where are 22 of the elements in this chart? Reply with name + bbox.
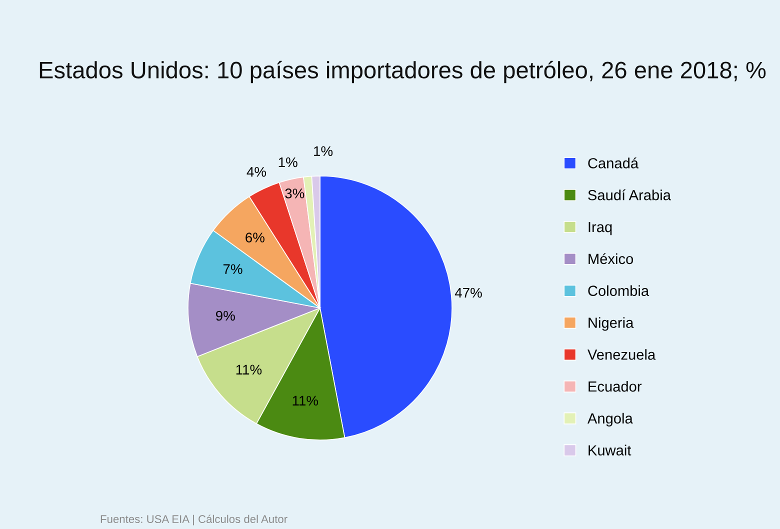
data-label: 1% [314, 146, 333, 156]
data-label: 4% [246, 166, 266, 177]
legend-label: Iraq [588, 222, 612, 236]
legend-label: Kuwait [588, 444, 632, 456]
data-label: 6% [246, 232, 264, 242]
legend-label: Saudí Arabia [588, 189, 671, 200]
data-label: 9% [216, 310, 235, 321]
legend-label: Nigeria [588, 317, 634, 331]
legend-label: México [588, 253, 634, 264]
data-label: 47% [454, 288, 482, 298]
legend-label: Ecuador [588, 380, 642, 392]
legend-label: Venezuela [588, 349, 656, 360]
data-label: 7% [223, 264, 242, 274]
legend-label: Angola [587, 412, 633, 426]
chart-title: Estados Unidos: 10 países importadores de petróleo, 26 ene 2018; % [40, 60, 766, 84]
data-label: 1% [278, 157, 298, 168]
data-label: 3% [285, 188, 304, 198]
data-label: 11% [236, 364, 262, 375]
legend-label: Colombia [588, 285, 650, 296]
data-label: 11% [292, 396, 318, 406]
source-note: Fuentes: USA EIA | Cálculos del Autor [100, 514, 288, 526]
legend-label: Canadá [588, 158, 639, 168]
